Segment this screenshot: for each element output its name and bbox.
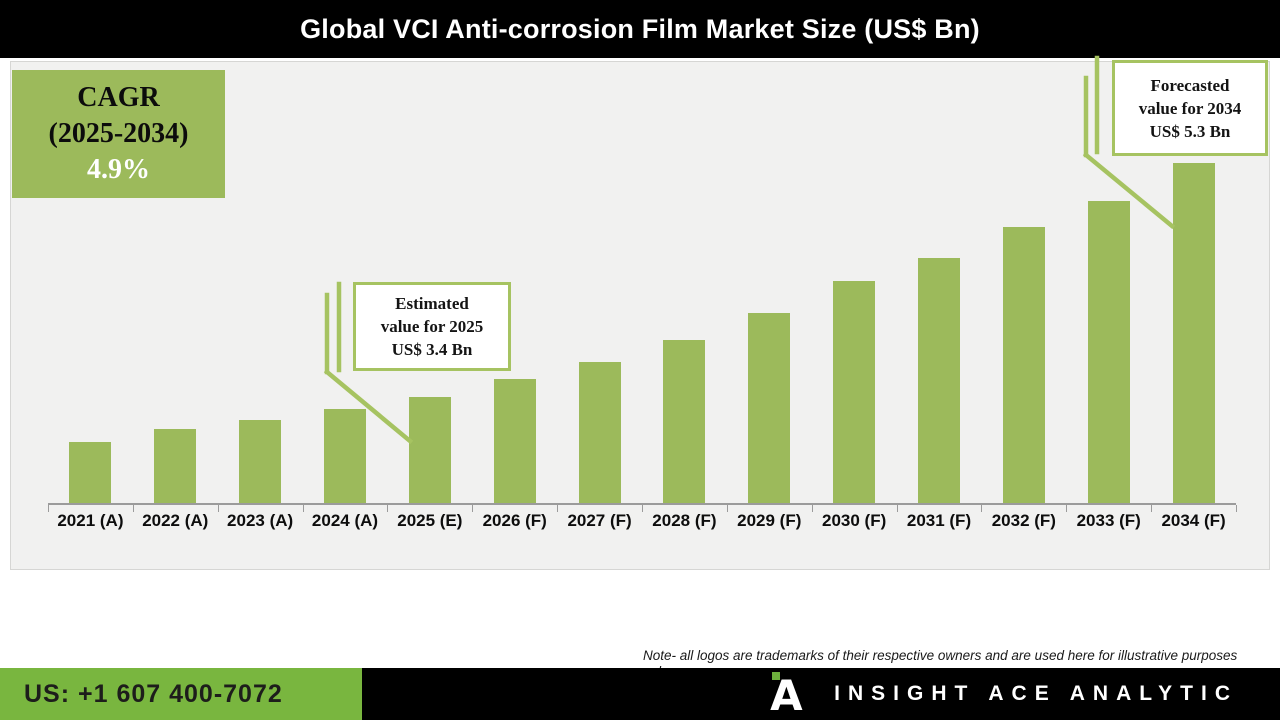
bar-2023-a [239, 420, 282, 503]
axis-tick [1066, 505, 1068, 512]
x-axis-label: 2031 (F) [906, 511, 972, 530]
bar-2024-a [324, 409, 366, 503]
bar-2032-f [1002, 227, 1045, 503]
logo-a-glyph: A [770, 671, 803, 720]
bar-2025-e [408, 397, 451, 503]
trademark-note-line2: only. [643, 664, 1275, 670]
x-axis-line [48, 503, 1236, 505]
axis-tick [1236, 505, 1237, 512]
footer-phone-block: US: +1 607 400-7072 [0, 668, 362, 720]
footer-bar: US: +1 607 400-7072 A INSIGHT ACE ANALYT… [0, 668, 1280, 720]
axis-tick [302, 505, 304, 512]
bar-2027-f [578, 362, 621, 503]
axis-tick [811, 505, 813, 512]
x-axis-label: 2034 (F) [1161, 511, 1226, 530]
axis-tick [387, 505, 389, 512]
estimated-value-callout: Estimated value for 2025 US$ 3.4 Bn [353, 282, 511, 371]
x-axis-label: 2021 (A) [57, 511, 124, 530]
axis-tick [726, 505, 728, 512]
estimated-callout-line2: value for 2025 [380, 317, 484, 336]
x-axis-label: 2024 (A) [311, 511, 379, 530]
cagr-value: 4.9% [87, 154, 150, 185]
bar-2021-a [69, 442, 112, 503]
phone-number: US: +1 607 400-7072 [24, 679, 283, 708]
x-axis-label: 2026 (F) [482, 511, 547, 530]
x-axis-label: 2030 (F) [822, 511, 887, 530]
x-axis-label: 2032 (F) [991, 511, 1056, 530]
forecasted-callout-line3: US$ 5.3 Bn [1149, 121, 1231, 141]
bar-2022-a [154, 429, 197, 503]
forecasted-value-callout: Forecasted value for 2034 US$ 5.3 Bn [1112, 60, 1268, 156]
brand-name: INSIGHT ACE ANALYTIC [834, 682, 1238, 705]
bar-2031-f [918, 258, 960, 503]
axis-tick [642, 505, 643, 512]
axis-tick [981, 505, 983, 512]
bar-2033-f [1087, 201, 1130, 503]
estimated-callout-line1: Estimated [395, 294, 469, 313]
forecasted-callout-line2: value for 2034 [1138, 98, 1242, 118]
axis-tick [896, 505, 898, 512]
page-title: Global VCI Anti-corrosion Film Market Si… [300, 13, 980, 44]
bar-2034-f [1172, 163, 1215, 503]
bar-2030-f [833, 281, 876, 503]
cagr-label-line1: CAGR [77, 82, 160, 113]
brand-block: A INSIGHT ACE ANALYTIC [770, 668, 1238, 720]
bar-2029-f [748, 313, 791, 503]
x-axis-label: 2028 (F) [652, 511, 717, 530]
axis-tick [132, 505, 134, 512]
axis-tick [48, 505, 49, 512]
forecasted-callout-line1: Forecasted [1150, 75, 1230, 95]
axis-tick [557, 505, 559, 512]
trademark-note-line1: Note- all logos are trademarks of their … [643, 648, 1238, 663]
estimated-callout-line3: US$ 3.4 Bn [391, 340, 473, 359]
contributors-row: Market Contributors: BULWARK CORTEC CO [0, 571, 1280, 668]
trademark-note: Note- all logos are trademarks of their … [643, 648, 1275, 670]
logo-green-dot [772, 672, 781, 680]
cagr-label-line2: (2025-2034) [48, 118, 189, 149]
title-bar: Global VCI Anti-corrosion Film Market Si… [0, 0, 1280, 58]
x-axis-label: 2033 (F) [1076, 511, 1141, 530]
x-axis-label: 2023 (A) [227, 511, 294, 530]
bar-2028-f [663, 340, 706, 503]
axis-tick [1151, 505, 1153, 512]
x-axis-label: 2022 (A) [142, 511, 209, 530]
x-axis-label: 2027 (F) [567, 511, 632, 530]
axis-tick [472, 505, 474, 512]
cagr-box: CAGR (2025-2034) 4.9% [12, 70, 225, 198]
x-axis-label: 2025 (E) [397, 511, 463, 530]
x-axis-label: 2029 (F) [737, 511, 802, 530]
axis-tick [217, 505, 219, 512]
bar-2026-f [493, 379, 536, 503]
insight-ace-logo-icon: A [770, 671, 804, 717]
